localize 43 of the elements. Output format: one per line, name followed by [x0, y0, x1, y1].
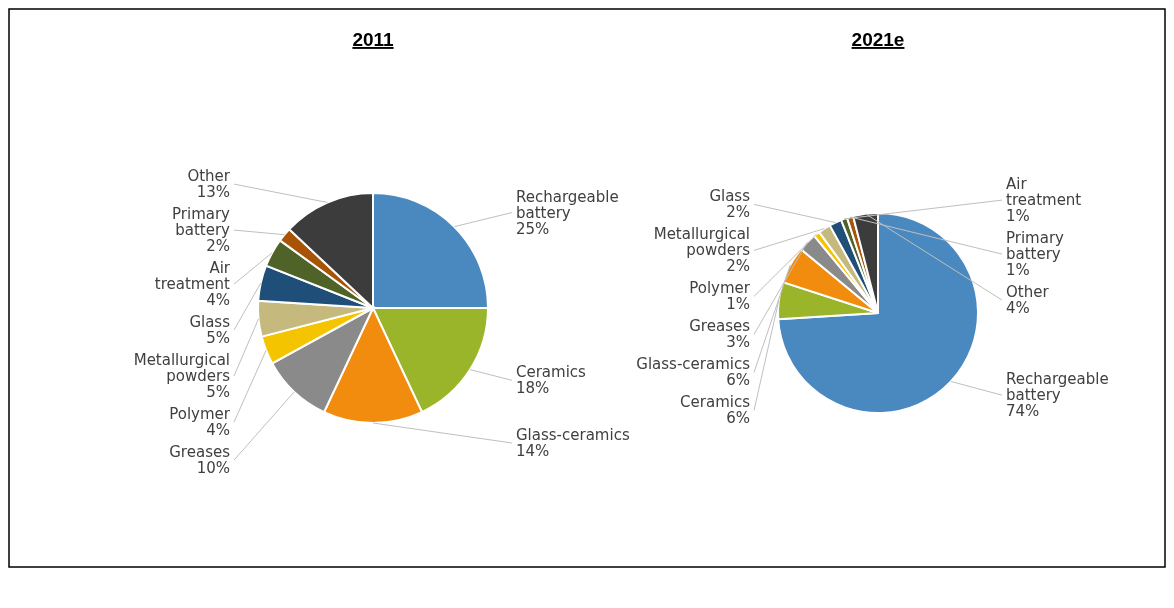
- chart-title: 2021e: [851, 29, 905, 50]
- data-label: 2%: [206, 237, 230, 256]
- data-label: 74%: [1006, 402, 1040, 421]
- slice-label: Glass-ceramics: [516, 426, 630, 444]
- data-label: 13%: [196, 183, 230, 202]
- chart-title: 2011: [352, 29, 395, 50]
- slice-label: Rechargeable battery: [1006, 370, 1109, 405]
- slice-label: Rechargeable battery: [516, 187, 619, 222]
- data-label: 1%: [726, 295, 750, 314]
- slice-label: Other: [1006, 283, 1050, 302]
- data-label: 6%: [726, 371, 750, 390]
- slice-label: Greases: [169, 443, 231, 462]
- data-label: 1%: [1006, 207, 1030, 226]
- data-label: 5%: [206, 329, 230, 348]
- data-label: 4%: [1006, 299, 1030, 318]
- slice-label: Ceramics: [680, 393, 751, 412]
- slice-label: Metallurgical powders: [653, 225, 751, 260]
- slice-label: Greases: [689, 317, 751, 336]
- data-label: 18%: [516, 379, 550, 398]
- data-label: 2%: [726, 203, 750, 222]
- slice-label: Primary battery: [172, 205, 231, 240]
- data-label: 10%: [196, 459, 230, 478]
- data-label: 6%: [726, 409, 750, 428]
- slice-label: Polymer: [169, 405, 231, 424]
- data-label: 3%: [726, 333, 750, 352]
- pie-slice: [777, 212, 979, 414]
- data-label: 14%: [516, 442, 550, 460]
- slice-label: Glass: [189, 313, 231, 332]
- slice-label: Ceramics: [516, 363, 587, 382]
- data-label: 2%: [726, 257, 750, 276]
- slice-label: Air treatment: [1006, 175, 1082, 210]
- data-label: 4%: [206, 421, 230, 440]
- slice-label: Primary battery: [1006, 229, 1065, 264]
- data-label: 25%: [516, 219, 550, 238]
- slice-label: Glass-ceramics: [636, 355, 751, 374]
- slice-label: Glass: [709, 187, 751, 206]
- slice-label: Metallurgical powders: [133, 351, 231, 386]
- data-label: 1%: [1006, 261, 1030, 280]
- slice-label: Other: [187, 167, 231, 186]
- slice-label: Air treatment: [154, 259, 231, 294]
- slice-label: Polymer: [689, 279, 751, 298]
- data-label: 5%: [206, 383, 230, 402]
- data-label: 4%: [206, 291, 230, 310]
